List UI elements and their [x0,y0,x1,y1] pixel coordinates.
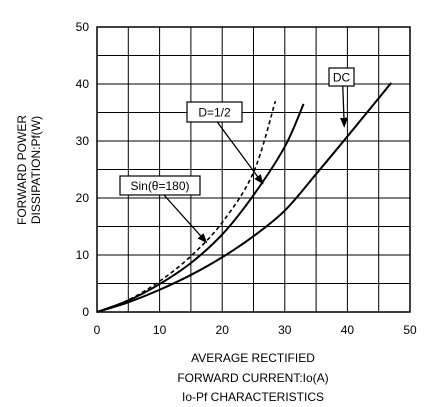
plot-frame [96,26,411,313]
callout-sin180: Sin(θ=180) [119,175,208,244]
callout-d-half: D=1/2 [186,101,264,185]
callout-arrow [163,194,208,244]
callout-label: D=1/2 [198,106,231,120]
callout-box [328,67,355,87]
x-tick-label: 10 [153,323,167,337]
tick-labels: 0 10 20 30 40 50 0 10 20 30 40 50 [76,20,417,337]
series-dc-line [96,82,392,313]
callout-box [186,101,243,123]
chart-caption: Io-Pf CHARACTERISTICS [182,390,324,404]
callout-box [119,175,201,196]
x-axis-title-line1: AVERAGE RECTIFIED [191,351,315,365]
y-axis-title-line2: DISSIPATION:Pf(W) [29,116,43,224]
x-tick-label: 20 [216,323,230,337]
series-lines [96,82,392,313]
callout-label: Sin(θ=180) [130,179,189,193]
y-tick-label: 10 [76,248,90,262]
series-sin180-line [96,100,277,313]
grid [97,27,410,312]
y-tick-label: 0 [82,305,89,319]
x-tick-label: 30 [278,323,292,337]
callout-arrow [216,121,264,185]
x-tick-label: 40 [341,323,355,337]
x-tick-label: 50 [403,323,417,337]
y-tick-label: 20 [76,191,90,205]
y-tick-label: 40 [76,77,90,91]
callout-arrow [339,85,348,128]
callouts: DC D=1/2 Sin(θ=180) [119,67,355,244]
y-axis-title-line1: FORWARD POWER [15,115,29,225]
x-tick-label: 0 [94,323,101,337]
callout-dc: DC [328,67,355,128]
y-tick-label: 30 [76,134,90,148]
x-axis-title-line2: FORWARD CURRENT:Io(A) [177,371,328,385]
callout-label: DC [333,71,351,85]
plot-border [96,26,411,313]
y-tick-label: 50 [76,20,90,34]
